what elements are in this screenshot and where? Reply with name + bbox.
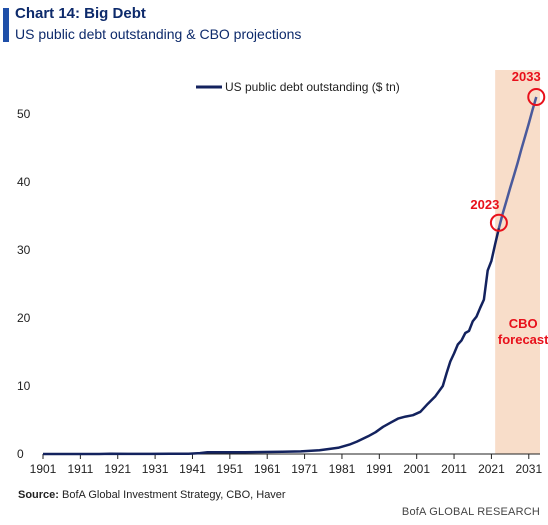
annotation-circle-2023 [489,213,508,232]
x-tick-label: 2031 [515,462,542,476]
x-tick-label: 1941 [179,462,206,476]
x-tick-label: 1901 [30,462,57,476]
annotations: 2023 2033 CBO forecast [470,69,548,347]
x-tick-label: 1991 [366,462,393,476]
x-tick-label: 1931 [142,462,169,476]
x-tick-label: 2021 [478,462,505,476]
y-tick-label: 30 [17,243,31,257]
legend: US public debt outstanding ($ tn) [196,80,400,94]
x-tick-label: 1951 [216,462,243,476]
title-accent-bar [3,8,9,42]
x-tick-label: 1971 [291,462,318,476]
x-tick-label: 2011 [441,462,467,476]
series-line-debt [43,227,501,456]
x-tick-label: 1981 [329,462,356,476]
legend-label: US public debt outstanding ($ tn) [225,80,400,94]
source-note: Source: BofA Global Investment Strategy,… [18,489,286,501]
y-tick-label: 0 [17,447,24,461]
annotation-label-2033: 2033 [512,69,541,84]
axes: 0 10 20 30 40 50 1901 1911 1921 1931 1941 1951 1961 1… [17,107,542,476]
x-tick-label: 1961 [254,462,281,476]
chart-subtitle: US public debt outstanding & CBO project… [15,26,302,42]
annotation-label-line: forecast [498,332,548,347]
x-tick-label: 1911 [67,462,93,476]
forecast-band [495,70,540,454]
annotation-label-cbo-forecast: CBO forecast [498,316,548,347]
source-text: BofA Global Investment Strategy, CBO, Ha… [62,489,286,501]
y-tick-label: 50 [17,107,31,121]
chart-title: Chart 14: Big Debt [15,5,146,22]
brand-mark: BofA GLOBAL RESEARCH [401,506,540,518]
annotation-label-line: CBO [509,316,538,331]
annotation-label-2023: 2023 [470,197,499,212]
y-tick-label: 10 [17,379,31,393]
y-tick-label: 20 [17,311,31,325]
x-tick-label: 2001 [403,462,430,476]
source-label: Source: [18,489,59,501]
debt-chart: 0 10 20 30 40 50 1901 1911 1921 1931 1941 1951 1961 1… [17,69,548,476]
forecast-band-layer [495,70,540,454]
annotation-circle-2033 [527,88,546,106]
series-line-cbo-forecast [497,96,538,229]
series-layer [43,96,538,456]
y-tick-label: 40 [17,175,31,189]
x-tick-label: 1921 [104,462,131,476]
